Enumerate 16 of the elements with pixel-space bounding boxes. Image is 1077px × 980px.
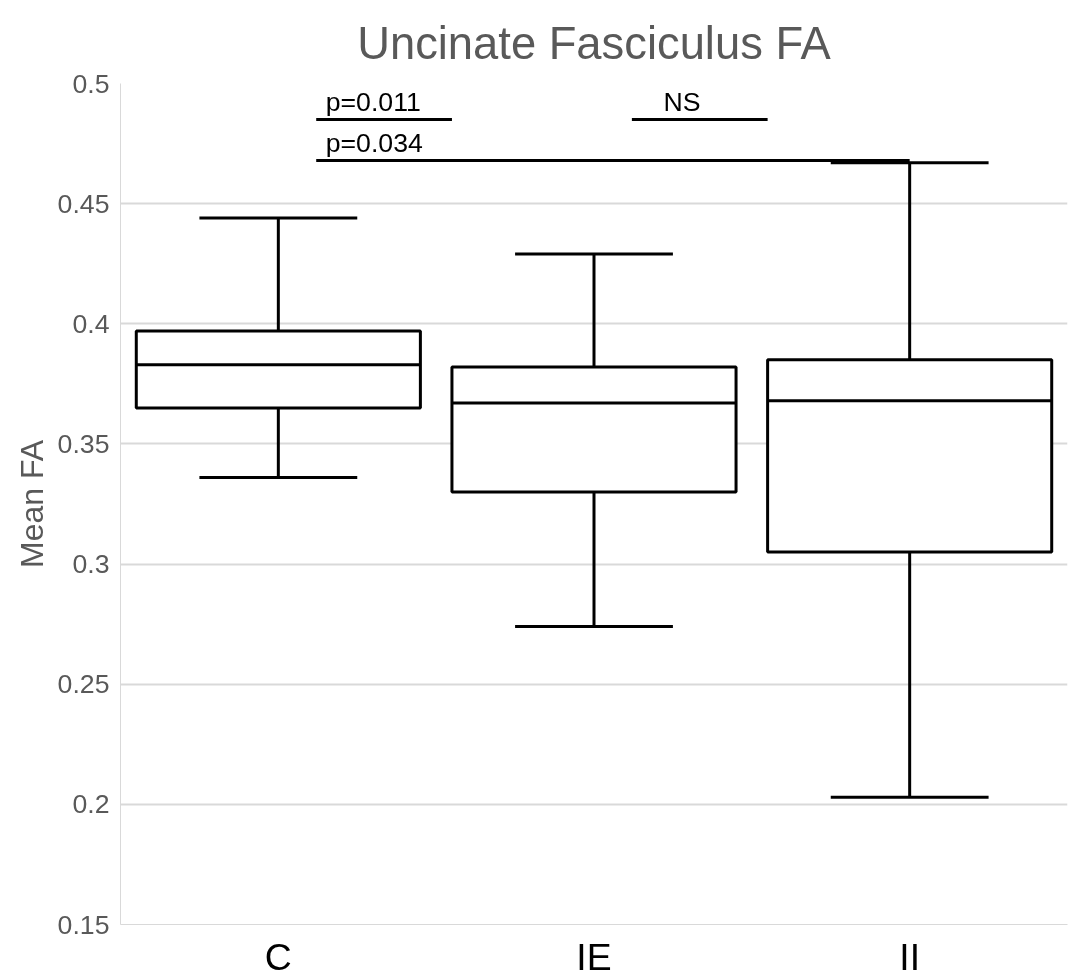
x-tick-label: IE: [576, 935, 612, 978]
y-axis-title: Mean FA: [13, 439, 50, 569]
y-tick-label: 0.15: [57, 909, 110, 940]
annotation: p=0.034: [325, 127, 423, 158]
y-tick-label: 0.2: [72, 789, 110, 820]
x-tick-label: II: [899, 935, 921, 978]
y-tick-label: 0.25: [57, 669, 110, 700]
x-tick-label: C: [264, 935, 292, 978]
y-tick-label: 0.4: [72, 308, 110, 339]
y-tick-label: 0.3: [72, 549, 110, 580]
y-tick-label: 0.35: [57, 428, 110, 459]
y-tick-label: 0.45: [57, 188, 110, 219]
annotation: NS: [663, 87, 701, 118]
chart-title: Uncinate Fasciculus FA: [357, 17, 832, 69]
annotation: p=0.011: [325, 87, 421, 118]
y-tick-label: 0.5: [72, 68, 110, 99]
